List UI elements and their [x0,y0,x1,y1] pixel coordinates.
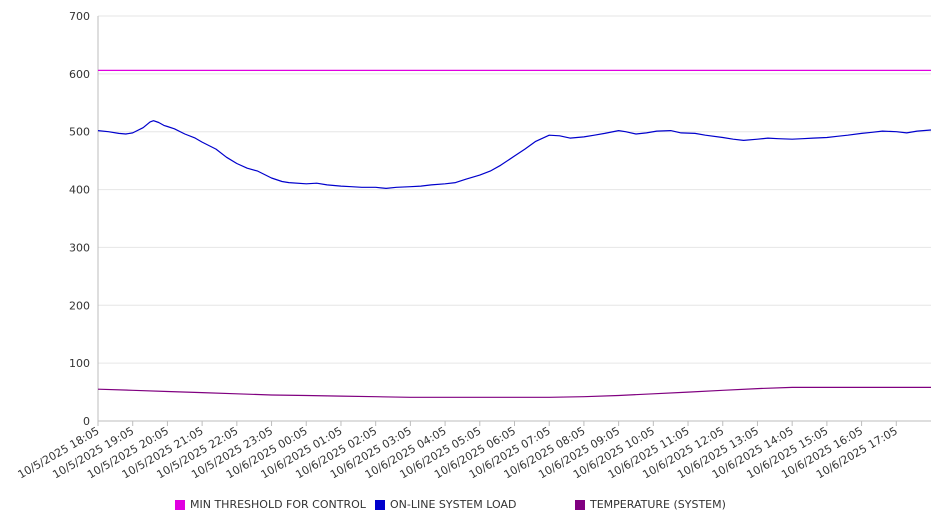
series-lines [97,69,932,398]
y-tick-label: 100 [69,357,90,370]
y-tick-label: 300 [69,241,90,254]
legend-label-temperature: TEMPERATURE (SYSTEM) [590,498,726,511]
y-tick-label: 200 [69,299,90,312]
grid-lines [98,15,931,364]
y-tick-label: 0 [83,415,90,428]
axes [97,16,931,426]
series-line-1 [97,120,932,189]
y-tick-label: 700 [69,10,90,23]
legend: MIN THRESHOLD FOR CONTROL ON-LINE SYSTEM… [0,498,946,514]
legend-swatch-min-threshold [175,499,185,510]
legend-item-temperature[interactable]: TEMPERATURE (SYSTEM) [575,498,726,511]
legend-label-min-threshold: MIN THRESHOLD FOR CONTROL [190,498,366,511]
series-line-2 [97,386,931,398]
y-tick-label: 500 [69,126,90,139]
y-tick-label: 400 [69,184,90,197]
y-tick-label: 600 [69,68,90,81]
legend-item-min-threshold[interactable]: MIN THRESHOLD FOR CONTROL [175,498,366,511]
legend-swatch-temperature [575,499,585,510]
legend-item-system-load[interactable]: ON-LINE SYSTEM LOAD [375,498,516,511]
y-tick-labels: 0 100 200 300 400 500 600 700 [69,10,90,428]
legend-swatch-system-load [375,499,385,510]
legend-label-system-load: ON-LINE SYSTEM LOAD [390,498,517,511]
